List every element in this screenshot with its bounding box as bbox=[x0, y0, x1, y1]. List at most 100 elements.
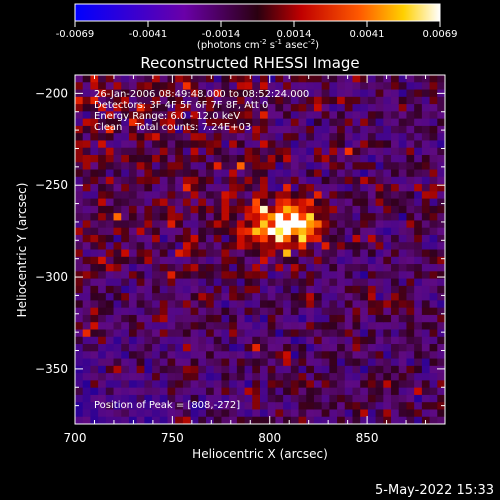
heatmap-cell bbox=[121, 89, 130, 98]
heatmap-cell bbox=[213, 314, 223, 323]
heatmap-cell bbox=[383, 89, 392, 98]
heatmap-cell bbox=[128, 133, 138, 142]
heatmap-cell bbox=[198, 387, 207, 396]
heatmap-cell bbox=[136, 329, 145, 338]
heatmap-cell bbox=[313, 409, 323, 418]
heatmap-cell bbox=[267, 220, 277, 229]
heatmap-cell bbox=[82, 140, 92, 149]
heatmap-cell bbox=[198, 344, 207, 352]
heatmap-cell bbox=[429, 264, 438, 272]
heatmap-cell bbox=[229, 307, 238, 316]
heatmap-cell bbox=[398, 416, 408, 424]
heatmap-cell bbox=[128, 271, 138, 280]
heatmap-cell bbox=[229, 373, 238, 381]
heatmap-cell bbox=[321, 184, 330, 192]
heatmap-cell bbox=[290, 314, 300, 323]
heatmap-cell bbox=[105, 140, 115, 149]
heatmap-cell bbox=[244, 184, 253, 192]
heatmap-cell bbox=[175, 104, 184, 112]
heatmap-cell bbox=[360, 329, 369, 338]
heatmap-cell bbox=[182, 227, 192, 236]
heatmap-cell bbox=[313, 176, 323, 185]
heatmap-cell bbox=[221, 82, 230, 91]
heatmap-cell bbox=[267, 125, 277, 134]
heatmap-cell bbox=[283, 96, 292, 105]
heatmap-cell bbox=[136, 300, 145, 309]
heatmap-cell bbox=[360, 380, 369, 389]
heatmap-cell bbox=[283, 191, 292, 200]
heatmap-cell bbox=[144, 394, 153, 403]
heatmap-cells bbox=[75, 75, 445, 424]
heatmap-cell bbox=[113, 314, 122, 323]
heatmap-cell bbox=[360, 184, 369, 192]
heatmap-cell bbox=[337, 96, 346, 105]
heatmap-cell bbox=[252, 133, 261, 142]
heatmap-cell bbox=[421, 271, 431, 280]
heatmap-cell bbox=[90, 300, 99, 309]
heatmap-cell bbox=[344, 125, 354, 134]
heatmap-cell bbox=[298, 242, 307, 251]
heatmap-cell bbox=[221, 104, 230, 112]
heatmap-cell bbox=[221, 184, 230, 192]
heatmap-cell bbox=[167, 314, 176, 323]
heatmap-cell bbox=[175, 242, 184, 251]
heatmap-cell bbox=[144, 249, 153, 258]
heatmap-cell bbox=[414, 351, 423, 360]
heatmap-cell bbox=[306, 242, 315, 251]
chart-title: Reconstructed RHESSI Image bbox=[140, 54, 359, 72]
heatmap-cell bbox=[313, 111, 323, 120]
heatmap-cell bbox=[406, 242, 415, 251]
heatmap-cell bbox=[221, 176, 230, 185]
heatmap-cell bbox=[198, 416, 207, 424]
heatmap-cell bbox=[406, 147, 415, 156]
heatmap-cell bbox=[98, 213, 107, 222]
heatmap-cell bbox=[198, 271, 207, 280]
heatmap-cell bbox=[175, 75, 184, 83]
heatmap-cell bbox=[406, 249, 415, 258]
heatmap-cell bbox=[275, 111, 284, 120]
heatmap-cell bbox=[206, 154, 215, 163]
heatmap-cell bbox=[398, 249, 408, 258]
heatmap-cell bbox=[105, 329, 115, 338]
heatmap-cell bbox=[313, 75, 323, 83]
heatmap-cell bbox=[75, 75, 84, 83]
heatmap-cell bbox=[152, 365, 161, 374]
heatmap-cell bbox=[337, 140, 346, 149]
heatmap-cell bbox=[367, 322, 377, 331]
heatmap-cell bbox=[290, 227, 300, 236]
heatmap-cell bbox=[391, 336, 400, 345]
heatmap-cell bbox=[398, 322, 408, 331]
heatmap-cell bbox=[244, 373, 253, 381]
heatmap-cell bbox=[152, 387, 161, 396]
heatmap-cell bbox=[383, 82, 392, 91]
heatmap-cell bbox=[236, 307, 246, 316]
heatmap-cell bbox=[313, 169, 323, 178]
heatmap-cell bbox=[244, 249, 253, 258]
heatmap-cell bbox=[121, 75, 130, 83]
heatmap-cell bbox=[198, 111, 207, 120]
heatmap-cell bbox=[90, 336, 99, 345]
heatmap-cell bbox=[82, 111, 92, 120]
heatmap-cell bbox=[236, 191, 246, 200]
heatmap-cell bbox=[152, 176, 161, 185]
heatmap-cell bbox=[252, 234, 261, 243]
heatmap-cell bbox=[159, 409, 169, 418]
heatmap-cell bbox=[90, 198, 99, 207]
heatmap-cell bbox=[244, 300, 253, 309]
heatmap-cell bbox=[321, 336, 330, 345]
heatmap-cell bbox=[236, 271, 246, 280]
heatmap-cell bbox=[90, 162, 99, 171]
heatmap-cell bbox=[252, 264, 261, 272]
heatmap-cell bbox=[360, 344, 369, 352]
heatmap-cell bbox=[344, 147, 354, 156]
heatmap-cell bbox=[414, 220, 423, 229]
heatmap-cell bbox=[414, 198, 423, 207]
heatmap-cell bbox=[244, 213, 253, 222]
heatmap-cell bbox=[290, 402, 300, 411]
heatmap-cell bbox=[206, 118, 215, 127]
heatmap-cell bbox=[136, 169, 145, 178]
y-tick-label: −350 bbox=[35, 362, 68, 376]
heatmap-cell bbox=[252, 336, 261, 345]
heatmap-cell bbox=[252, 213, 261, 222]
heatmap-cell bbox=[98, 104, 107, 112]
